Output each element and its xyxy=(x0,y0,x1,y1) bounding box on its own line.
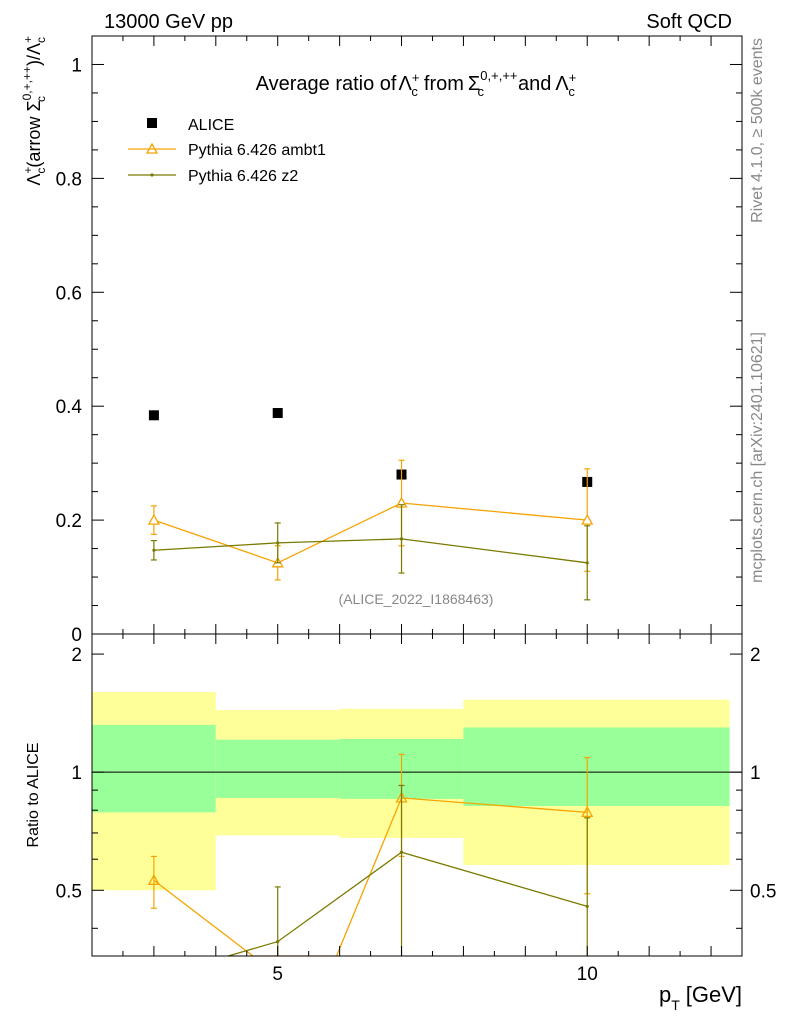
legend-marker-ambt1 xyxy=(145,142,159,154)
rivet-label: Rivet 4.1.0, ≥ 500k events xyxy=(749,38,766,223)
ratio-line-pythia-6-426-ambt1 xyxy=(153,797,588,956)
data-point-alice xyxy=(272,408,283,419)
data-point-pythia-6-426-ambt1 xyxy=(581,513,594,525)
data-point-pythia-6-426-z2 xyxy=(152,548,156,552)
ratio-point-pythia-6-426-z2 xyxy=(585,904,589,908)
legend-marker-alice xyxy=(147,118,157,128)
legend-label-alice: ALICE xyxy=(188,117,234,134)
title-mid: from xyxy=(424,73,464,95)
legend-label-z2: Pythia 6.426 z2 xyxy=(188,168,298,185)
ratio-plot-area xyxy=(92,692,742,956)
title-post: and xyxy=(518,73,551,95)
main-panel: 0 0.2 0.4 0.6 0.8 1 Average ratio of Λ+ c from Σ0… xyxy=(20,35,743,646)
data-point-pythia-6-426-z2 xyxy=(399,537,404,541)
ratio-y-tick-label-right: 1 xyxy=(750,763,761,784)
ratio-y-tick-label: 2 xyxy=(71,645,82,666)
y-tick-label: 0.6 xyxy=(56,283,82,304)
ratio-y-tick-label-right: 0.5 xyxy=(750,881,776,902)
main-plot-area xyxy=(147,408,594,601)
header-right: Soft QCD xyxy=(646,11,732,33)
band-green xyxy=(215,739,340,798)
ratio-y-tick-label: 1 xyxy=(71,763,82,784)
x-axis-label: pT [GeV] xyxy=(659,982,742,1013)
y-tick-label: 1 xyxy=(71,55,82,76)
data-point-alice xyxy=(148,410,159,421)
x-tick-label: 10 xyxy=(577,964,598,985)
ratio-y-tick-label-right: 2 xyxy=(750,645,761,666)
y-tick-label: 0.8 xyxy=(56,169,82,190)
x-tick-label: 5 xyxy=(272,964,283,985)
y-tick-label: 0.2 xyxy=(56,511,82,532)
ratio-panel: 5 10 0.5 0.5 1 1 2 2 Ratio to ALICE pT [GeV] xyxy=(25,633,776,1013)
ratio-ticks: 5 10 0.5 0.5 1 1 2 2 xyxy=(56,634,776,985)
ratio-point-pythia-6-426-z2 xyxy=(399,850,404,854)
ratio-point-pythia-6-426-ambt1 xyxy=(147,874,161,886)
series-line-pythia-6-426-ambt1 xyxy=(153,502,588,564)
ratio-frame xyxy=(91,633,743,957)
data-point-pythia-6-426-ambt1 xyxy=(147,513,161,525)
band-green xyxy=(92,724,216,813)
band-green xyxy=(463,727,730,806)
header-left: 13000 GeV pp xyxy=(104,11,233,33)
main-ylabel: Λ+c(arrow Σ0,+,++c)/Λ+c xyxy=(20,36,48,186)
legend-marker-z2 xyxy=(150,173,154,177)
ratio-ylabel: Ratio to ALICE xyxy=(25,743,42,848)
title-pre: Average ratio of xyxy=(256,73,397,95)
main-title: Average ratio of Λ+ c from Σ0,+,++ c and Λ+ c xyxy=(256,68,577,99)
ratio-point-pythia-6-426-z2 xyxy=(276,939,280,944)
data-point-pythia-6-426-z2 xyxy=(276,541,280,545)
ratio-y-tick-label: 0.5 xyxy=(56,881,82,902)
main-ticks: 0 0.2 0.4 0.6 0.8 1 xyxy=(56,35,743,646)
ratio-point-pythia-6-426-ambt1 xyxy=(581,806,594,817)
data-point-pythia-6-426-z2 xyxy=(585,561,589,565)
y-tick-label: 0 xyxy=(71,625,82,646)
y-tick-label: 0.4 xyxy=(56,397,83,418)
series-line-pythia-6-426-z2 xyxy=(153,538,588,564)
legend: ALICE Pythia 6.426 ambt1 Pythia 6.426 z2 xyxy=(128,117,326,185)
legend-label-ambt1: Pythia 6.426 ambt1 xyxy=(188,142,326,159)
analysis-watermark: (ALICE_2022_I1868463) xyxy=(339,591,494,607)
mcplots-label: mcplots.cern.ch [arXiv:2401.10621] xyxy=(749,332,766,583)
ratio-line-pythia-6-426-z2 xyxy=(228,851,588,956)
